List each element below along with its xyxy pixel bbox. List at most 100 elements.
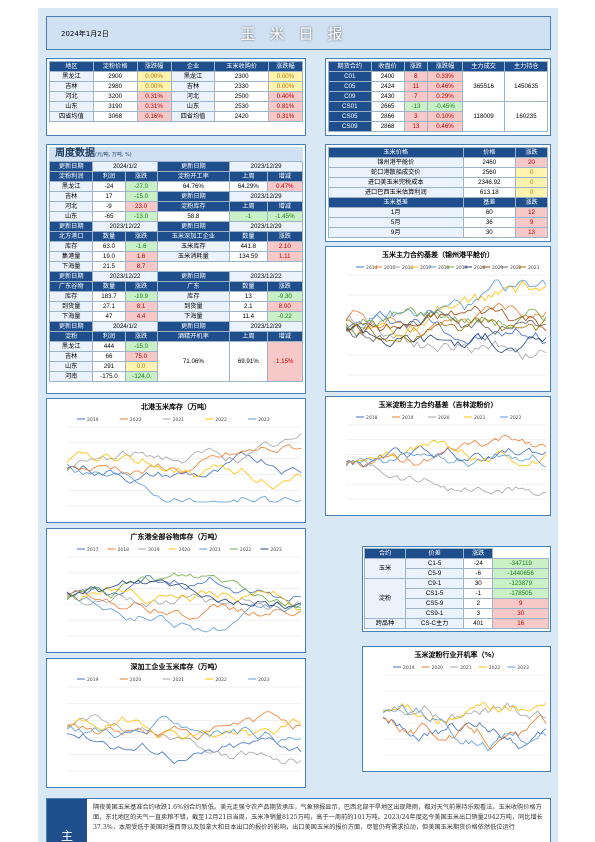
futures-panel: 期货合约 收盘价 涨跌 涨跌幅 主力成交 主力持仓 C01 2400 8 0.33% 365516 1… [325,58,551,136]
series-line [66,593,302,610]
table-cell: 63.0 [92,241,126,252]
table-cell: C05 [328,81,372,92]
table-row: 四省均值 3068 0.16% 四省均值 2420 0.31% [49,111,304,122]
table-cell: 到货量 [48,301,94,312]
table-cell: CS1-5 [405,588,465,599]
table-cell: 2.10 [266,241,304,252]
table-cell: 下海量 [48,261,94,272]
table-cell: 价格 [462,147,517,158]
series-line [382,701,547,725]
spot-price-table: 地区 淀粉价格 涨跌幅 企业 玉米收购价 涨跌幅 黑龙江 2900 0.00% 黑龙江 2300 0.… [49,61,304,122]
legend-label: 2021 [173,677,185,683]
table-cell: 4.4 [124,311,158,322]
legend-label: 2023 [258,677,270,683]
series-line [345,309,547,343]
table-cell: 基差 [462,197,517,208]
table-cell: -1440656 [492,568,549,579]
series-line [66,463,302,503]
table-header-row: 玉米价格 价格 涨跌 [328,147,548,158]
series-line [66,572,302,609]
series-line [345,452,547,468]
table-header-row: 期货合约 收盘价 涨跌 涨跌幅 主力成交 主力持仓 [328,61,548,72]
legend-label: 2018 [366,415,378,421]
table-cell: 58.8 [156,211,231,222]
legend-label: 2020 [438,415,450,421]
series-line [345,280,547,337]
table-cell: 0.46% [427,121,463,132]
series-line [382,716,547,749]
weekly-table: 更新日期 2024/1/2 更新日期 2023/12/29 淀粉利润 利润 涨跌 淀粉开工率上… [48,161,304,382]
table-cell: -6 [463,568,494,579]
table-cell: 3200 [92,91,138,102]
chart-proc-stock-svg: 2019 2020 2021 2022 2023 [66,677,302,772]
table-cell: 玉米深加工企业 [156,231,231,242]
table-cell: 更新日期 [156,271,231,282]
table-row: C01 2400 8 0.33% 365516 1450635 [328,71,548,102]
table-cell: 2023/12/22 [92,271,158,282]
legend-label: 2020 [130,417,142,423]
table-cell: -15.0 [124,341,158,352]
table-cell: 0.00% [267,81,304,92]
table-cell: CS05 [328,111,372,122]
table-row: CS01 2665 -13 -0.45% 118009 160235 [328,101,548,132]
table-cell: 更新日期 [48,221,94,232]
table-cell: 12 [515,207,548,218]
table-cell: CS5-9 [405,598,465,609]
table-cell: -1 [463,588,494,599]
table-cell: 河北 [49,91,94,102]
table-cell: 数量 [92,281,126,292]
table-cell: 库存 [48,291,94,302]
table-cell: 2460 [462,157,517,168]
table-cell: 酒精开机率 [156,331,231,342]
legend-label: 2023 [517,665,529,671]
table-cell: 0.29% [427,91,463,102]
table-cell: 0.00% [267,71,304,82]
table-cell: 增减 [266,331,304,342]
legend-label: 2022 [215,677,227,683]
chart-north-port: 北港玉米库存（万吨） 2019 2020 2021 2022 2023 [46,398,306,523]
table-cell: 2023/12/22 [92,221,158,232]
table-cell: C09 [328,91,372,102]
table-cell: 2665 [370,101,405,112]
table-cell: 更新日期 [156,221,231,232]
table-cell: 更新日期 [156,161,231,172]
table-cell: 主力持仓 [504,61,548,72]
weekly-data-panel: 周度数据(元/吨, 万吨, %) 更新日期 2024/1/2 更新日期 2023/12… [46,144,306,394]
table-cell: 118009 [461,101,506,132]
table-cell: 3190 [92,101,138,112]
table-row: 吉林 2980 0.00% 吉林 2330 0.00% [49,81,304,92]
table-cell: -13.0 [124,211,158,222]
series-line [66,575,302,602]
series-line [345,445,547,467]
legend-label: 2021 [173,417,185,423]
table-cell: 2023/12/29 [229,191,303,202]
table-cell: 涨跌 [403,61,429,72]
table-cell: 主力成交 [461,61,506,72]
table-cell: -9 [92,201,126,212]
table-cell: -9.30 [266,291,304,302]
table-cell: 上周 [229,171,268,182]
table-cell: 更新日期 [156,191,231,202]
table-cell: 玉米基差 [328,197,464,208]
weekly-title: 周度数据(元/吨, 万吨, %) [49,147,303,161]
table-cell: 山东 [48,211,94,222]
table-cell: 2024/1/2 [92,321,158,332]
table-cell: 集港量 [48,251,94,262]
legend-label: 2021 [474,415,486,421]
table-cell: 吉林 [48,351,94,362]
series-line [66,433,302,472]
table-cell: 2346.92 [462,177,517,188]
table-cell: 到货量 [156,301,231,312]
table-cell: 365516 [461,71,506,102]
table-cell: 30 [462,227,517,238]
table-cell: 30 [492,608,549,619]
table-cell: 数量 [92,231,126,242]
table-cell: 涨跌 [124,231,158,242]
table-cell: 河南 [48,371,94,382]
table-cell: -178505 [492,588,549,599]
chart-north-port-svg: 2019 2020 2021 2022 2023 [66,417,302,507]
legend-label: 2020 [474,265,486,271]
table-cell: 2866 [370,111,405,122]
table-cell: 2430 [370,91,405,102]
table-cell: 淀粉价格 [92,61,138,72]
